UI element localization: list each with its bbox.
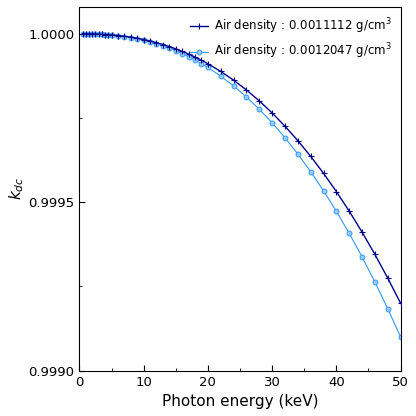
Air density : 0.0011112 g/cm$^3$: (16, 1): 0.0011112 g/cm$^3$: (16, 1) [180,49,185,54]
Air density : 0.0012047 g/cm$^3$: (48, 0.999): 0.0012047 g/cm$^3$: (48, 0.999) [385,306,390,311]
Air density : 0.0011112 g/cm$^3$: (40, 1): 0.0011112 g/cm$^3$: (40, 1) [334,189,339,194]
Air density : 0.0011112 g/cm$^3$: (4.5, 1): 0.0011112 g/cm$^3$: (4.5, 1) [106,32,111,37]
Air density : 0.0011112 g/cm$^3$: (17, 1): 0.0011112 g/cm$^3$: (17, 1) [186,52,191,57]
Air density : 0.0011112 g/cm$^3$: (24, 1): 0.0011112 g/cm$^3$: (24, 1) [231,78,236,83]
Air density : 0.0012047 g/cm$^3$: (5, 1): 0.0012047 g/cm$^3$: (5, 1) [109,32,114,37]
Air density : 0.0012047 g/cm$^3$: (9, 1): 0.0012047 g/cm$^3$: (9, 1) [135,36,140,41]
Air density : 0.0012047 g/cm$^3$: (20, 1): 0.0012047 g/cm$^3$: (20, 1) [206,65,210,70]
Air density : 0.0012047 g/cm$^3$: (22, 1): 0.0012047 g/cm$^3$: (22, 1) [218,74,223,79]
Air density : 0.0011112 g/cm$^3$: (20, 1): 0.0011112 g/cm$^3$: (20, 1) [206,61,210,66]
Air density : 0.0012047 g/cm$^3$: (30, 1): 0.0012047 g/cm$^3$: (30, 1) [270,120,275,125]
Air density : 0.0012047 g/cm$^3$: (40, 0.999): 0.0012047 g/cm$^3$: (40, 0.999) [334,209,339,214]
Air density : 0.0011112 g/cm$^3$: (0.5, 1): 0.0011112 g/cm$^3$: (0.5, 1) [80,31,85,36]
Air density : 0.0011112 g/cm$^3$: (46, 0.999): 0.0011112 g/cm$^3$: (46, 0.999) [372,252,377,257]
Air density : 0.0012047 g/cm$^3$: (13, 1): 0.0012047 g/cm$^3$: (13, 1) [161,43,166,48]
Air density : 0.0011112 g/cm$^3$: (8, 1): 0.0011112 g/cm$^3$: (8, 1) [128,35,133,40]
Air density : 0.0011112 g/cm$^3$: (38, 1): 0.0011112 g/cm$^3$: (38, 1) [321,171,326,176]
Air density : 0.0012047 g/cm$^3$: (26, 1): 0.0012047 g/cm$^3$: (26, 1) [244,94,249,99]
Air density : 0.0012047 g/cm$^3$: (10, 1): 0.0012047 g/cm$^3$: (10, 1) [141,38,146,43]
Air density : 0.0012047 g/cm$^3$: (3.5, 1): 0.0012047 g/cm$^3$: (3.5, 1) [99,32,104,37]
Air density : 0.0011112 g/cm$^3$: (1.5, 1): 0.0011112 g/cm$^3$: (1.5, 1) [87,32,92,37]
Air density : 0.0012047 g/cm$^3$: (46, 0.999): 0.0012047 g/cm$^3$: (46, 0.999) [372,280,377,285]
Air density : 0.0012047 g/cm$^3$: (32, 1): 0.0012047 g/cm$^3$: (32, 1) [282,135,287,140]
Air density : 0.0011112 g/cm$^3$: (13, 1): 0.0011112 g/cm$^3$: (13, 1) [161,42,166,47]
Air density : 0.0011112 g/cm$^3$: (18, 1): 0.0011112 g/cm$^3$: (18, 1) [193,54,198,59]
Air density : 0.0011112 g/cm$^3$: (12, 1): 0.0011112 g/cm$^3$: (12, 1) [154,40,159,45]
Air density : 0.0011112 g/cm$^3$: (1, 1): 0.0011112 g/cm$^3$: (1, 1) [83,32,88,37]
Air density : 0.0011112 g/cm$^3$: (36, 1): 0.0011112 g/cm$^3$: (36, 1) [308,154,313,159]
Air density : 0.0012047 g/cm$^3$: (44, 0.999): 0.0012047 g/cm$^3$: (44, 0.999) [359,255,364,260]
Air density : 0.0012047 g/cm$^3$: (6, 1): 0.0012047 g/cm$^3$: (6, 1) [116,33,121,38]
Air density : 0.0012047 g/cm$^3$: (11, 1): 0.0012047 g/cm$^3$: (11, 1) [148,40,153,45]
Air density : 0.0012047 g/cm$^3$: (15, 1): 0.0012047 g/cm$^3$: (15, 1) [173,48,178,53]
Air density : 0.0012047 g/cm$^3$: (17, 1): 0.0012047 g/cm$^3$: (17, 1) [186,54,191,59]
Air density : 0.0011112 g/cm$^3$: (15, 1): 0.0011112 g/cm$^3$: (15, 1) [173,46,178,51]
Air density : 0.0011112 g/cm$^3$: (3.5, 1): 0.0011112 g/cm$^3$: (3.5, 1) [99,32,104,37]
Air density : 0.0012047 g/cm$^3$: (12, 1): 0.0012047 g/cm$^3$: (12, 1) [154,41,159,46]
Air density : 0.0011112 g/cm$^3$: (2.5, 1): 0.0011112 g/cm$^3$: (2.5, 1) [93,32,98,37]
Air density : 0.0011112 g/cm$^3$: (42, 0.999): 0.0011112 g/cm$^3$: (42, 0.999) [347,209,352,214]
Air density : 0.0011112 g/cm$^3$: (26, 1): 0.0011112 g/cm$^3$: (26, 1) [244,87,249,92]
Air density : 0.0012047 g/cm$^3$: (18, 1): 0.0012047 g/cm$^3$: (18, 1) [193,57,198,62]
Air density : 0.0011112 g/cm$^3$: (9, 1): 0.0011112 g/cm$^3$: (9, 1) [135,36,140,41]
Air density : 0.0011112 g/cm$^3$: (28, 1): 0.0011112 g/cm$^3$: (28, 1) [257,99,262,104]
Air density : 0.0012047 g/cm$^3$: (14, 1): 0.0012047 g/cm$^3$: (14, 1) [167,46,172,51]
Air density : 0.0012047 g/cm$^3$: (8, 1): 0.0012047 g/cm$^3$: (8, 1) [128,35,133,40]
Air density : 0.0012047 g/cm$^3$: (4.5, 1): 0.0012047 g/cm$^3$: (4.5, 1) [106,32,111,37]
Air density : 0.0011112 g/cm$^3$: (2, 1): 0.0011112 g/cm$^3$: (2, 1) [90,32,95,37]
Air density : 0.0011112 g/cm$^3$: (19, 1): 0.0011112 g/cm$^3$: (19, 1) [199,58,204,63]
X-axis label: Photon energy (keV): Photon energy (keV) [162,394,318,409]
Air density : 0.0011112 g/cm$^3$: (48, 0.999): 0.0011112 g/cm$^3$: (48, 0.999) [385,276,390,281]
Air density : 0.0012047 g/cm$^3$: (3, 1): 0.0012047 g/cm$^3$: (3, 1) [96,32,101,37]
Line: Air density : 0.0011112 g/cm$^3$: Air density : 0.0011112 g/cm$^3$ [80,31,404,306]
Air density : 0.0011112 g/cm$^3$: (11, 1): 0.0011112 g/cm$^3$: (11, 1) [148,39,153,44]
Air density : 0.0012047 g/cm$^3$: (1, 1): 0.0012047 g/cm$^3$: (1, 1) [83,32,88,37]
Air density : 0.0012047 g/cm$^3$: (1.5, 1): 0.0012047 g/cm$^3$: (1.5, 1) [87,32,92,37]
Air density : 0.0012047 g/cm$^3$: (16, 1): 0.0012047 g/cm$^3$: (16, 1) [180,51,185,56]
Air density : 0.0011112 g/cm$^3$: (22, 1): 0.0011112 g/cm$^3$: (22, 1) [218,69,223,74]
Air density : 0.0012047 g/cm$^3$: (2, 1): 0.0012047 g/cm$^3$: (2, 1) [90,32,95,37]
Air density : 0.0012047 g/cm$^3$: (4, 1): 0.0012047 g/cm$^3$: (4, 1) [103,32,108,37]
Air density : 0.0011112 g/cm$^3$: (50, 0.999): 0.0011112 g/cm$^3$: (50, 0.999) [398,301,403,306]
Legend: Air density : 0.0011112 g/cm$^3$, Air density : 0.0012047 g/cm$^3$: Air density : 0.0011112 g/cm$^3$, Air de… [186,13,395,65]
Air density : 0.0012047 g/cm$^3$: (2.5, 1): 0.0012047 g/cm$^3$: (2.5, 1) [93,32,98,37]
Y-axis label: $k_{dc}$: $k_{dc}$ [7,177,26,201]
Air density : 0.0012047 g/cm$^3$: (34, 1): 0.0012047 g/cm$^3$: (34, 1) [295,151,300,156]
Air density : 0.0011112 g/cm$^3$: (5, 1): 0.0011112 g/cm$^3$: (5, 1) [109,32,114,37]
Air density : 0.0011112 g/cm$^3$: (4, 1): 0.0011112 g/cm$^3$: (4, 1) [103,32,108,37]
Air density : 0.0012047 g/cm$^3$: (7, 1): 0.0012047 g/cm$^3$: (7, 1) [122,34,127,39]
Air density : 0.0011112 g/cm$^3$: (44, 0.999): 0.0011112 g/cm$^3$: (44, 0.999) [359,230,364,235]
Air density : 0.0012047 g/cm$^3$: (24, 1): 0.0012047 g/cm$^3$: (24, 1) [231,84,236,89]
Air density : 0.0012047 g/cm$^3$: (38, 1): 0.0012047 g/cm$^3$: (38, 1) [321,188,326,193]
Air density : 0.0011112 g/cm$^3$: (34, 1): 0.0011112 g/cm$^3$: (34, 1) [295,138,300,143]
Air density : 0.0011112 g/cm$^3$: (7, 1): 0.0011112 g/cm$^3$: (7, 1) [122,34,127,39]
Air density : 0.0012047 g/cm$^3$: (19, 1): 0.0012047 g/cm$^3$: (19, 1) [199,61,204,66]
Air density : 0.0012047 g/cm$^3$: (0.5, 1): 0.0012047 g/cm$^3$: (0.5, 1) [80,31,85,36]
Air density : 0.0012047 g/cm$^3$: (42, 0.999): 0.0012047 g/cm$^3$: (42, 0.999) [347,231,352,236]
Air density : 0.0011112 g/cm$^3$: (32, 1): 0.0011112 g/cm$^3$: (32, 1) [282,124,287,129]
Air density : 0.0011112 g/cm$^3$: (30, 1): 0.0011112 g/cm$^3$: (30, 1) [270,111,275,116]
Air density : 0.0012047 g/cm$^3$: (36, 1): 0.0012047 g/cm$^3$: (36, 1) [308,169,313,174]
Air density : 0.0012047 g/cm$^3$: (50, 0.999): 0.0012047 g/cm$^3$: (50, 0.999) [398,334,403,339]
Air density : 0.0011112 g/cm$^3$: (10, 1): 0.0011112 g/cm$^3$: (10, 1) [141,37,146,42]
Air density : 0.0011112 g/cm$^3$: (6, 1): 0.0011112 g/cm$^3$: (6, 1) [116,33,121,38]
Air density : 0.0012047 g/cm$^3$: (28, 1): 0.0012047 g/cm$^3$: (28, 1) [257,107,262,112]
Air density : 0.0011112 g/cm$^3$: (14, 1): 0.0011112 g/cm$^3$: (14, 1) [167,44,172,49]
Line: Air density : 0.0012047 g/cm$^3$: Air density : 0.0012047 g/cm$^3$ [80,32,403,339]
Air density : 0.0011112 g/cm$^3$: (3, 1): 0.0011112 g/cm$^3$: (3, 1) [96,32,101,37]
